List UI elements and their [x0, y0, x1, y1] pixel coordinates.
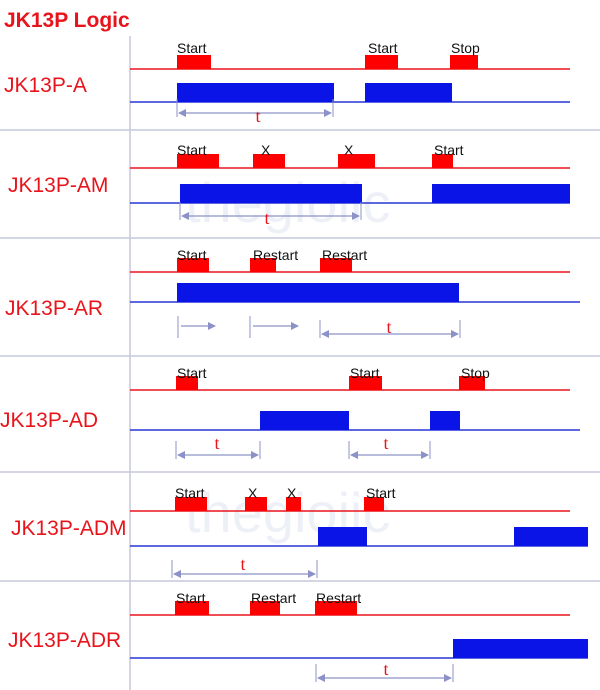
mode-section: JK13P-ADR Start Restart Restart t — [8, 581, 588, 690]
mode-label: JK13P-ADM — [11, 517, 127, 540]
pulse-label: X — [287, 485, 297, 501]
mode-section: JK13P-AR Start Restart Restart t — [0, 238, 600, 357]
timer-label: t — [383, 659, 388, 679]
output-pulse — [432, 184, 570, 203]
trigger-pulse — [320, 258, 352, 272]
output-pulse — [177, 83, 334, 102]
trigger-pulse — [364, 497, 384, 511]
trigger-pulse — [175, 601, 209, 615]
mode-section: JK13P-A Start Start Stop t — [0, 36, 600, 131]
output-pulse — [514, 527, 588, 546]
trigger-pulse — [177, 154, 219, 168]
pulse-label: Start — [177, 247, 207, 263]
mode-label: JK13P-AR — [5, 297, 103, 320]
pulse-label: Start — [366, 485, 396, 501]
trigger-pulse — [177, 55, 211, 69]
output-pulse — [453, 639, 588, 658]
trigger-pulse — [365, 55, 398, 69]
timer-label: t — [214, 433, 219, 453]
trigger-pulse — [253, 154, 285, 168]
mode-sections: JK13P-A Start Start Stop t JK13P-AM Start X X Sta… — [0, 36, 600, 690]
pulse-label: Start — [350, 365, 380, 381]
trigger-pulse — [176, 376, 198, 390]
pulse-label: Start — [175, 485, 205, 501]
pulse-label: Stop — [461, 365, 490, 381]
timer-label: t — [383, 433, 388, 453]
mode-label: JK13P-AM — [8, 174, 108, 197]
trigger-pulse — [459, 376, 485, 390]
mode-label: JK13P-AD — [0, 409, 98, 432]
pulse-label: Start — [176, 590, 206, 606]
pulse-label: Start — [177, 40, 207, 56]
trigger-pulse — [450, 55, 478, 69]
timer-label: t — [386, 317, 391, 337]
trigger-pulse — [286, 497, 301, 511]
mode-section: JK13P-AM Start X X Start t — [0, 130, 600, 239]
timer-label: t — [264, 208, 269, 228]
pulse-label: Start — [177, 142, 207, 158]
pulse-label: Restart — [251, 590, 296, 606]
pulse-label: X — [344, 142, 354, 158]
pulse-label: X — [261, 142, 271, 158]
mode-section: JK13P-AD Start Start Stop t t — [0, 356, 600, 473]
mode-label: JK13P-ADR — [8, 629, 121, 652]
pulse-label: Restart — [322, 247, 367, 263]
timer-label: t — [255, 106, 260, 126]
trigger-pulse — [175, 497, 207, 511]
output-pulse — [177, 283, 459, 302]
trigger-pulse — [349, 376, 382, 390]
trigger-pulse — [245, 497, 267, 511]
mode-label: JK13P-A — [4, 74, 87, 97]
output-pulse — [180, 184, 362, 203]
pulse-label: Restart — [253, 247, 298, 263]
timer-label: t — [240, 554, 245, 574]
trigger-pulse — [177, 258, 209, 272]
mode-section: JK13P-ADM Start X X Start t — [0, 472, 600, 582]
page-title: JK13P Logic — [4, 9, 130, 32]
pulse-label: Start — [434, 142, 464, 158]
trigger-pulse — [338, 154, 375, 168]
output-pulse — [365, 83, 452, 102]
output-pulse — [260, 411, 349, 430]
trigger-pulse — [250, 258, 276, 272]
pulse-label: Start — [177, 365, 207, 381]
output-pulse — [318, 527, 367, 546]
trigger-pulse — [250, 601, 280, 615]
trigger-pulse — [432, 154, 453, 168]
pulse-label: Restart — [316, 590, 361, 606]
trigger-pulse — [315, 601, 357, 615]
pulse-label: Stop — [451, 40, 480, 56]
pulse-label: Start — [368, 40, 398, 56]
pulse-label: X — [248, 485, 258, 501]
output-pulse — [430, 411, 460, 430]
